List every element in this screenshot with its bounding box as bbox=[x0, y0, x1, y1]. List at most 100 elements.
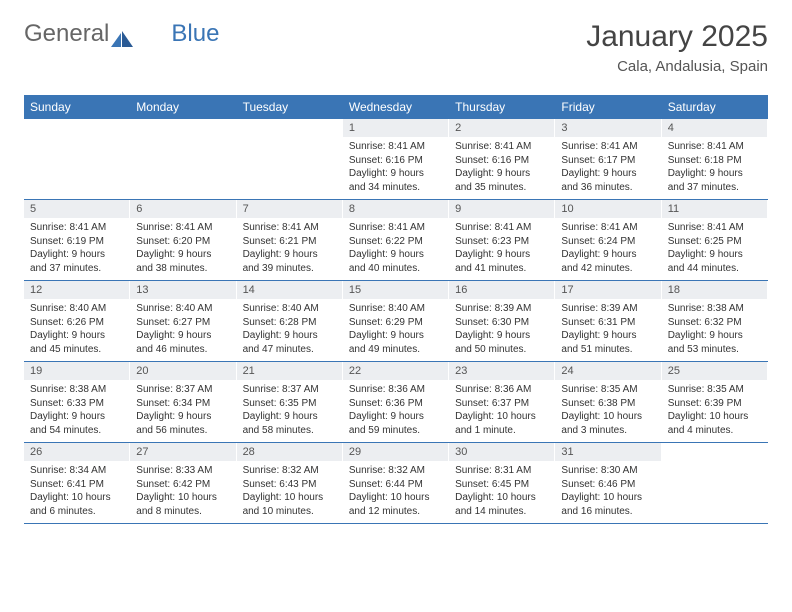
daylight-line: Daylight: 10 hours and 6 minutes. bbox=[30, 491, 123, 518]
daylight-line: Daylight: 9 hours and 45 minutes. bbox=[30, 329, 123, 356]
sunrise-line: Sunrise: 8:31 AM bbox=[455, 464, 548, 478]
day-cell: 4Sunrise: 8:41 AMSunset: 6:18 PMDaylight… bbox=[662, 119, 768, 199]
sunrise-line: Sunrise: 8:41 AM bbox=[349, 221, 442, 235]
daylight-line: Daylight: 10 hours and 4 minutes. bbox=[668, 410, 761, 437]
weekday-header-row: Sunday Monday Tuesday Wednesday Thursday… bbox=[24, 95, 768, 119]
day-number: 27 bbox=[130, 443, 235, 461]
weeks-container: 1Sunrise: 8:41 AMSunset: 6:16 PMDaylight… bbox=[24, 119, 768, 524]
calendar-week-row: 19Sunrise: 8:38 AMSunset: 6:33 PMDayligh… bbox=[24, 362, 768, 443]
sunrise-line: Sunrise: 8:39 AM bbox=[455, 302, 548, 316]
day-details: Sunrise: 8:36 AMSunset: 6:36 PMDaylight:… bbox=[343, 382, 448, 441]
day-details: Sunrise: 8:41 AMSunset: 6:16 PMDaylight:… bbox=[343, 139, 448, 198]
sunset-line: Sunset: 6:38 PM bbox=[561, 397, 654, 411]
sunrise-line: Sunrise: 8:39 AM bbox=[561, 302, 654, 316]
sunrise-line: Sunrise: 8:41 AM bbox=[243, 221, 336, 235]
weekday-header: Thursday bbox=[449, 95, 555, 119]
day-cell: 2Sunrise: 8:41 AMSunset: 6:16 PMDaylight… bbox=[449, 119, 555, 199]
daylight-line: Daylight: 9 hours and 36 minutes. bbox=[561, 167, 654, 194]
day-details: Sunrise: 8:40 AMSunset: 6:26 PMDaylight:… bbox=[24, 301, 129, 360]
sunset-line: Sunset: 6:25 PM bbox=[668, 235, 761, 249]
day-number: 17 bbox=[555, 281, 660, 299]
daylight-line: Daylight: 10 hours and 1 minute. bbox=[455, 410, 548, 437]
day-details: Sunrise: 8:41 AMSunset: 6:23 PMDaylight:… bbox=[449, 220, 554, 279]
calendar-week-row: 5Sunrise: 8:41 AMSunset: 6:19 PMDaylight… bbox=[24, 200, 768, 281]
sunset-line: Sunset: 6:20 PM bbox=[136, 235, 229, 249]
day-number: 12 bbox=[24, 281, 129, 299]
day-cell: 31Sunrise: 8:30 AMSunset: 6:46 PMDayligh… bbox=[555, 443, 661, 523]
daylight-line: Daylight: 9 hours and 54 minutes. bbox=[30, 410, 123, 437]
day-cell: 29Sunrise: 8:32 AMSunset: 6:44 PMDayligh… bbox=[343, 443, 449, 523]
sunrise-line: Sunrise: 8:38 AM bbox=[30, 383, 123, 397]
sunrise-line: Sunrise: 8:41 AM bbox=[668, 221, 761, 235]
day-cell bbox=[130, 119, 236, 199]
day-number: 13 bbox=[130, 281, 235, 299]
day-cell: 30Sunrise: 8:31 AMSunset: 6:45 PMDayligh… bbox=[449, 443, 555, 523]
sunset-line: Sunset: 6:22 PM bbox=[349, 235, 442, 249]
weekday-header: Sunday bbox=[24, 95, 130, 119]
sunset-line: Sunset: 6:34 PM bbox=[136, 397, 229, 411]
day-number: 6 bbox=[130, 200, 235, 218]
daylight-line: Daylight: 10 hours and 8 minutes. bbox=[136, 491, 229, 518]
sunrise-line: Sunrise: 8:41 AM bbox=[136, 221, 229, 235]
sunrise-line: Sunrise: 8:41 AM bbox=[561, 221, 654, 235]
daylight-line: Daylight: 9 hours and 37 minutes. bbox=[30, 248, 123, 275]
day-number: 28 bbox=[237, 443, 342, 461]
day-cell: 25Sunrise: 8:35 AMSunset: 6:39 PMDayligh… bbox=[662, 362, 768, 442]
daylight-line: Daylight: 10 hours and 14 minutes. bbox=[455, 491, 548, 518]
day-cell: 26 Sunrise: 8:34 AMSunset: 6:41 PMDayligh… bbox=[24, 443, 130, 523]
day-number: 10 bbox=[555, 200, 660, 218]
day-cell bbox=[24, 119, 130, 199]
day-cell: 5Sunrise: 8:41 AMSunset: 6:19 PMDaylight… bbox=[24, 200, 130, 280]
day-details: Sunrise: 8:35 AMSunset: 6:38 PMDaylight:… bbox=[555, 382, 660, 441]
sunrise-line: Sunrise: 8:33 AM bbox=[136, 464, 229, 478]
sunset-line: Sunset: 6:23 PM bbox=[455, 235, 548, 249]
day-number: 20 bbox=[130, 362, 235, 380]
sunset-line: Sunset: 6:26 PM bbox=[30, 316, 123, 330]
sunset-line: Sunset: 6:45 PM bbox=[455, 478, 548, 492]
sunset-line: Sunset: 6:16 PM bbox=[349, 154, 442, 168]
daylight-line: Daylight: 9 hours and 49 minutes. bbox=[349, 329, 442, 356]
daylight-line: Daylight: 9 hours and 35 minutes. bbox=[455, 167, 548, 194]
daylight-line: Daylight: 10 hours and 10 minutes. bbox=[243, 491, 336, 518]
day-number: 8 bbox=[343, 200, 448, 218]
day-number: 29 bbox=[343, 443, 448, 461]
day-details: Sunrise: 8:41 AMSunset: 6:24 PMDaylight:… bbox=[555, 220, 660, 279]
sunrise-line: Sunrise: 8:40 AM bbox=[243, 302, 336, 316]
day-details: Sunrise: 8:37 AMSunset: 6:35 PMDaylight:… bbox=[237, 382, 342, 441]
sunrise-line: Sunrise: 8:37 AM bbox=[136, 383, 229, 397]
daylight-line: Daylight: 9 hours and 34 minutes. bbox=[349, 167, 442, 194]
day-details: Sunrise: 8:40 AMSunset: 6:28 PMDaylight:… bbox=[237, 301, 342, 360]
sunrise-line: Sunrise: 8:34 AM bbox=[30, 464, 123, 478]
daylight-line: Daylight: 10 hours and 3 minutes. bbox=[561, 410, 654, 437]
sunrise-line: Sunrise: 8:41 AM bbox=[561, 140, 654, 154]
sunset-line: Sunset: 6:27 PM bbox=[136, 316, 229, 330]
day-number: 4 bbox=[662, 119, 767, 137]
day-details: Sunrise: 8:39 AMSunset: 6:30 PMDaylight:… bbox=[449, 301, 554, 360]
day-number: 3 bbox=[555, 119, 660, 137]
sunset-line: Sunset: 6:29 PM bbox=[349, 316, 442, 330]
day-details: Sunrise: 8:41 AMSunset: 6:25 PMDaylight:… bbox=[662, 220, 767, 279]
sunset-line: Sunset: 6:43 PM bbox=[243, 478, 336, 492]
day-cell bbox=[237, 119, 343, 199]
day-cell: 11Sunrise: 8:41 AMSunset: 6:25 PMDayligh… bbox=[662, 200, 768, 280]
day-details: Sunrise: 8:41 AMSunset: 6:22 PMDaylight:… bbox=[343, 220, 448, 279]
day-number: 1 bbox=[343, 119, 448, 137]
daylight-line: Daylight: 9 hours and 40 minutes. bbox=[349, 248, 442, 275]
day-cell: 27 Sunrise: 8:33 AMSunset: 6:42 PMDayligh… bbox=[130, 443, 236, 523]
sunset-line: Sunset: 6:41 PM bbox=[30, 478, 123, 492]
sunset-line: Sunset: 6:37 PM bbox=[455, 397, 548, 411]
day-number: 21 bbox=[237, 362, 342, 380]
day-number: 26 bbox=[24, 443, 129, 461]
sunset-line: Sunset: 6:33 PM bbox=[30, 397, 123, 411]
day-number: 16 bbox=[449, 281, 554, 299]
day-details: Sunrise: 8:33 AMSunset: 6:42 PMDaylight:… bbox=[130, 463, 235, 522]
day-number: 9 bbox=[449, 200, 554, 218]
day-cell: 9 Sunrise: 8:41 AMSunset: 6:23 PMDaylight… bbox=[449, 200, 555, 280]
calendar-week-row: 1Sunrise: 8:41 AMSunset: 6:16 PMDaylight… bbox=[24, 119, 768, 200]
day-cell: 13Sunrise: 8:40 AMSunset: 6:27 PMDayligh… bbox=[130, 281, 236, 361]
logo-sail-icon bbox=[111, 26, 133, 42]
day-details: Sunrise: 8:40 AMSunset: 6:29 PMDaylight:… bbox=[343, 301, 448, 360]
sunrise-line: Sunrise: 8:40 AM bbox=[30, 302, 123, 316]
sunrise-line: Sunrise: 8:41 AM bbox=[455, 221, 548, 235]
day-details: Sunrise: 8:31 AMSunset: 6:45 PMDaylight:… bbox=[449, 463, 554, 522]
